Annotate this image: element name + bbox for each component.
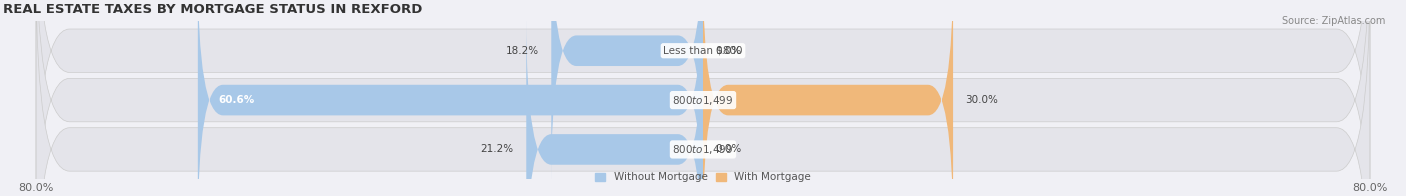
FancyBboxPatch shape [37, 0, 1369, 196]
FancyBboxPatch shape [37, 0, 1369, 196]
Text: 30.0%: 30.0% [966, 95, 998, 105]
Text: 0.0%: 0.0% [716, 46, 742, 56]
FancyBboxPatch shape [526, 17, 703, 196]
Text: Less than $800: Less than $800 [664, 46, 742, 56]
Text: REAL ESTATE TAXES BY MORTGAGE STATUS IN REXFORD: REAL ESTATE TAXES BY MORTGAGE STATUS IN … [3, 3, 422, 16]
Text: 60.6%: 60.6% [219, 95, 254, 105]
Text: $800 to $1,499: $800 to $1,499 [672, 93, 734, 107]
Text: $800 to $1,499: $800 to $1,499 [672, 143, 734, 156]
Text: 21.2%: 21.2% [481, 144, 513, 154]
FancyBboxPatch shape [37, 0, 1369, 196]
FancyBboxPatch shape [551, 0, 703, 183]
Text: 18.2%: 18.2% [506, 46, 538, 56]
Text: 0.0%: 0.0% [716, 144, 742, 154]
Text: Source: ZipAtlas.com: Source: ZipAtlas.com [1281, 16, 1385, 26]
Legend: Without Mortgage, With Mortgage: Without Mortgage, With Mortgage [591, 168, 815, 186]
FancyBboxPatch shape [198, 0, 703, 196]
FancyBboxPatch shape [703, 0, 953, 196]
